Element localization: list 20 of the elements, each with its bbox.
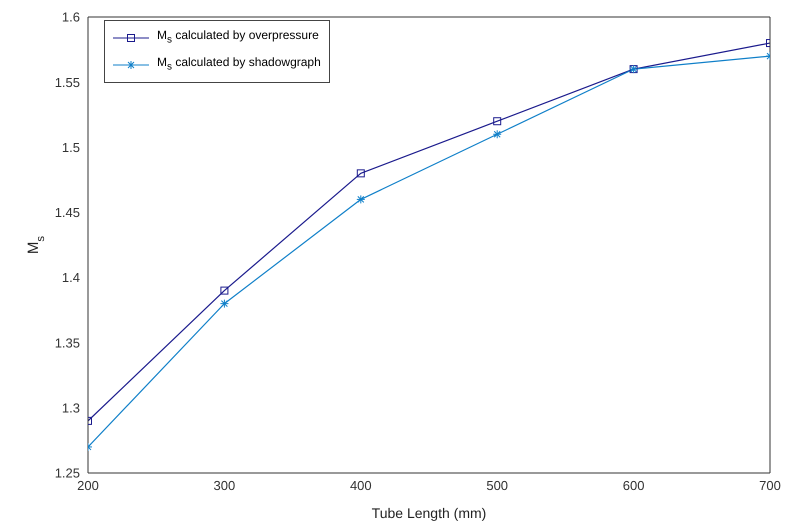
y-tick-label: 1.55 [54, 74, 80, 90]
x-tick-label: 600 [622, 478, 644, 494]
y-tick-label: 1.25 [54, 466, 80, 481]
x-axis-title: Tube Length (mm) [372, 505, 486, 521]
legend-label: M$_{s}$ calculated by overpressure [157, 28, 319, 46]
point [356, 169, 365, 178]
y-tick-label: 1.6 [62, 10, 80, 25]
x-tick-label: 500 [486, 478, 508, 494]
y-tick-label: 1.35 [54, 335, 80, 350]
y-tick-label: 1.4 [62, 270, 80, 286]
point [220, 286, 228, 295]
x-tick-label: 300 [214, 478, 236, 494]
x-tick-label: 400 [350, 478, 372, 494]
x-tick-label: 700 [759, 478, 781, 494]
x-tick-label: 200 [77, 478, 99, 494]
y-tick-label: 1.45 [54, 205, 80, 220]
y-tick-label: 1.3 [62, 400, 80, 416]
legend-label: M$_{s}$ calculated by shadowgraph [157, 55, 321, 73]
y-tick-label: 1.5 [62, 140, 80, 155]
point [493, 117, 502, 126]
